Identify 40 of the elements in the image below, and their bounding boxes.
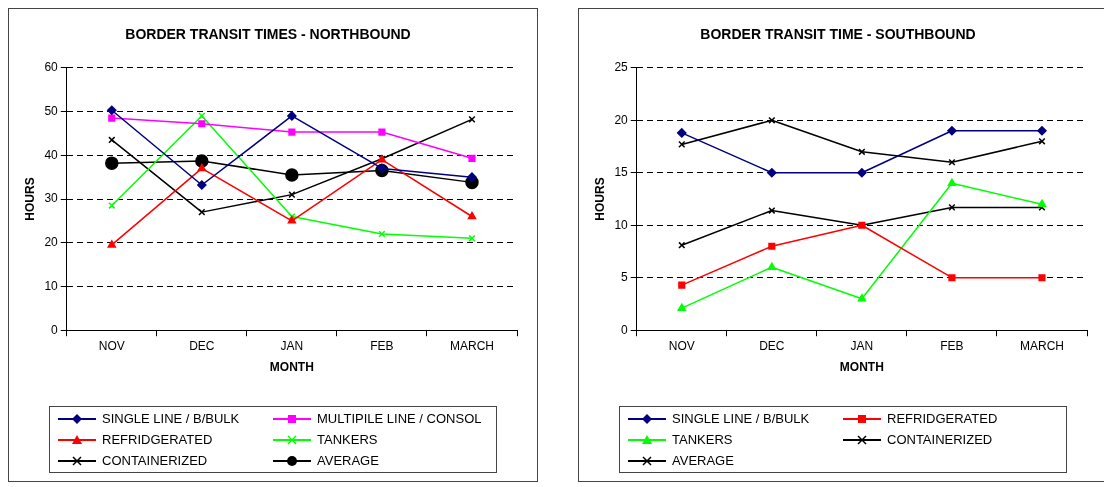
y-axis-title: HOURS <box>22 177 37 221</box>
legend-label: AVERAGE <box>672 453 734 468</box>
y-axis-title: HOURS <box>592 177 607 221</box>
chart-title: BORDER TRANSIT TIMES - NORTHBOUND <box>125 26 411 43</box>
y-tick-label: 30 <box>44 191 59 206</box>
x-tick-label: MARCH <box>449 338 494 353</box>
x-tick-label: FEB <box>370 338 394 353</box>
legend-label: CONTAINERIZED <box>102 453 208 468</box>
x-tick-label: NOV <box>668 338 695 353</box>
legend-label: SINGLE LINE / B/BULK <box>102 411 240 426</box>
y-tick-label: 20 <box>614 112 629 127</box>
legend-label: AVERAGE <box>317 453 379 468</box>
legend-label: TANKERS <box>317 432 378 447</box>
x-axis-title: MONTH <box>269 360 314 375</box>
y-tick-label: 0 <box>51 322 59 337</box>
legend-label: CONTAINERIZED <box>887 432 993 447</box>
y-tick-label: 0 <box>621 322 629 337</box>
x-tick-label: JAN <box>850 338 874 353</box>
y-tick-label: 10 <box>44 278 59 293</box>
x-axis-title: MONTH <box>839 360 884 375</box>
chart-title: BORDER TRANSIT TIME - SOUTHBOUND <box>700 26 976 43</box>
y-tick-label: 60 <box>44 60 59 75</box>
x-tick-label: FEB <box>940 338 964 353</box>
legend-label: MULTIPILE LINE / CONSOL <box>317 411 482 426</box>
y-tick-label: 25 <box>614 60 629 75</box>
legend-label: SINGLE LINE / B/BULK <box>672 411 810 426</box>
x-tick-label: MARCH <box>1019 338 1064 353</box>
x-tick-label: DEC <box>189 338 215 353</box>
y-tick-label: 15 <box>614 165 629 180</box>
y-tick-label: 50 <box>44 103 59 118</box>
x-tick-label: NOV <box>98 338 125 353</box>
legend-label: REFRIDGERATED <box>887 411 998 426</box>
y-tick-label: 20 <box>44 235 59 250</box>
x-tick-label: DEC <box>759 338 785 353</box>
x-tick-label: JAN <box>280 338 304 353</box>
y-tick-label: 5 <box>621 270 629 285</box>
legend-label: REFRIDGERATED <box>102 432 213 447</box>
legend-label: TANKERS <box>672 432 733 447</box>
y-tick-label: 10 <box>614 217 629 232</box>
y-tick-label: 40 <box>44 147 59 162</box>
